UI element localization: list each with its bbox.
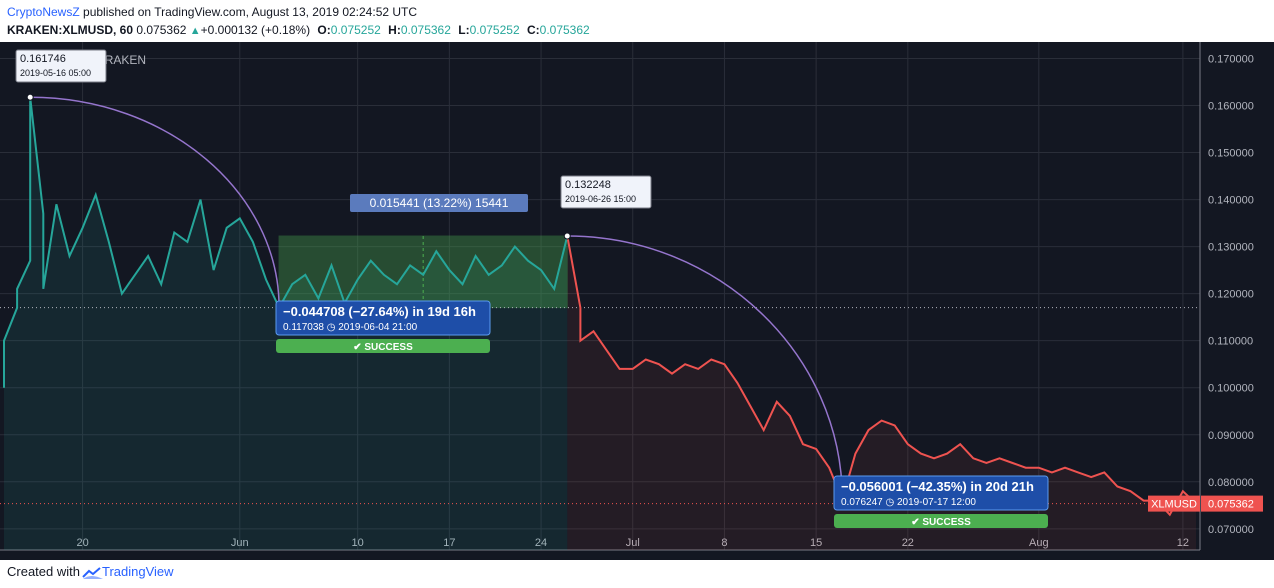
publish-info: published on TradingView.com, August 13,… — [83, 5, 418, 19]
x-tick-label: 12 — [1177, 537, 1189, 549]
price-range-box — [278, 235, 568, 309]
high-key: H: — [388, 23, 401, 37]
drop1-success-badge — [276, 339, 490, 353]
author-link[interactable]: CryptoNewsZ — [7, 5, 80, 19]
data-point — [26, 93, 34, 101]
series-line-up — [3, 97, 569, 388]
x-tick-label: 24 — [535, 537, 547, 549]
price-change: +0.000132 (+0.18%) — [200, 23, 311, 37]
low-value: 0.075252 — [469, 23, 520, 37]
x-tick-label: 17 — [443, 537, 455, 549]
x-tick-label: Jun — [231, 537, 249, 549]
open-value: 0.075252 — [330, 23, 381, 37]
y-tick-label: 0.170000 — [1208, 53, 1254, 65]
drop1-detail: 0.117038 ◷ 2019-06-04 21:00 — [283, 322, 418, 333]
y-tick-label: 0.110000 — [1208, 336, 1253, 348]
chart-header: CryptoNewsZ published on TradingView.com… — [0, 0, 1274, 42]
data-point — [563, 232, 571, 240]
high-value: 0.075362 — [400, 23, 451, 37]
x-tick-label: 22 — [902, 537, 914, 549]
area-fill-down — [567, 236, 1196, 550]
y-tick-label: 0.160000 — [1208, 101, 1254, 113]
drop2-detail: 0.076247 ◷ 2019-07-17 12:00 — [841, 497, 976, 508]
range-label: 0.015441 (13.22%) 15441 — [370, 196, 509, 210]
close-key: C: — [526, 23, 540, 37]
projection-arc — [30, 96, 280, 308]
last-symbol-tag — [1148, 495, 1200, 512]
x-tick-label: 10 — [352, 537, 364, 549]
last-price-label: 0.075362 — [1208, 499, 1254, 511]
publish-line: CryptoNewsZ published on TradingView.com… — [7, 5, 417, 19]
y-tick-label: 0.120000 — [1208, 289, 1254, 301]
x-tick-label: 8 — [721, 537, 727, 549]
x-tick-label: 20 — [76, 537, 88, 549]
close-value: 0.075362 — [539, 23, 590, 37]
series-line-down — [566, 235, 1197, 517]
range-label-box — [350, 194, 528, 212]
high-callout-time: 2019-06-26 15:00 — [565, 194, 636, 204]
ohlc-line: KRAKEN:XLMUSD, 60 0.075362 ▲+0.000132 (+… — [7, 23, 590, 37]
last-symbol-label: XLMUSD — [1151, 499, 1197, 511]
y-tick-label: 0.140000 — [1208, 195, 1254, 207]
tradingview-brand[interactable]: TradingView — [101, 564, 174, 579]
drop2-success-label: ✔ SUCCESS — [911, 517, 971, 528]
x-tick-label: 15 — [810, 537, 822, 549]
drop1-summary: −0.044708 (−27.64%) in 19d 16h — [283, 304, 476, 319]
created-with-label: Created with — [7, 564, 80, 579]
symbol-label: KRAKEN:XLMUSD, 60 — [7, 23, 134, 37]
y-tick-label: 0.090000 — [1208, 430, 1254, 442]
x-tick-label: Aug — [1029, 537, 1049, 549]
last-price: 0.075362 — [136, 23, 187, 37]
y-tick-label: 0.070000 — [1208, 524, 1254, 536]
x-tick-label: Jul — [626, 537, 640, 549]
y-tick-label: 0.130000 — [1208, 242, 1254, 254]
y-tick-label: 0.100000 — [1208, 383, 1254, 395]
open-key: O: — [317, 23, 331, 37]
low-key: L: — [458, 23, 470, 37]
peak-callout-price: 0.161746 — [20, 53, 66, 65]
y-tick-label: 0.150000 — [1208, 148, 1254, 160]
created-with: Created with TradingView — [7, 564, 174, 579]
chart-area[interactable]: 0.170000 0.160000 0.150000 0.140000 0.130000… — [0, 42, 1274, 560]
up-arrow-icon: ▲ — [189, 25, 201, 37]
peak-callout-box — [15, 49, 107, 83]
drop2-success-badge — [834, 514, 1048, 528]
drop1-success-label: ✔ SUCCESS — [353, 342, 413, 353]
last-price-tag — [1201, 495, 1263, 512]
y-tick-label: 0.080000 — [1208, 477, 1254, 489]
high-callout-box — [560, 175, 652, 209]
drop2-box — [833, 475, 1049, 511]
drop2-summary: −0.056001 (−42.35%) in 20d 21h — [841, 479, 1034, 494]
drop1-box — [275, 300, 491, 336]
projection-arc — [567, 235, 844, 500]
price-chart[interactable]: 0.170000 0.160000 0.150000 0.140000 0.130000… — [0, 42, 1274, 560]
tradingview-logo-icon — [82, 567, 103, 579]
peak-callout-time: 2019-05-16 05:00 — [20, 68, 91, 78]
footer: Created with TradingView — [0, 560, 1274, 588]
high-callout-price: 0.132248 — [565, 179, 611, 191]
